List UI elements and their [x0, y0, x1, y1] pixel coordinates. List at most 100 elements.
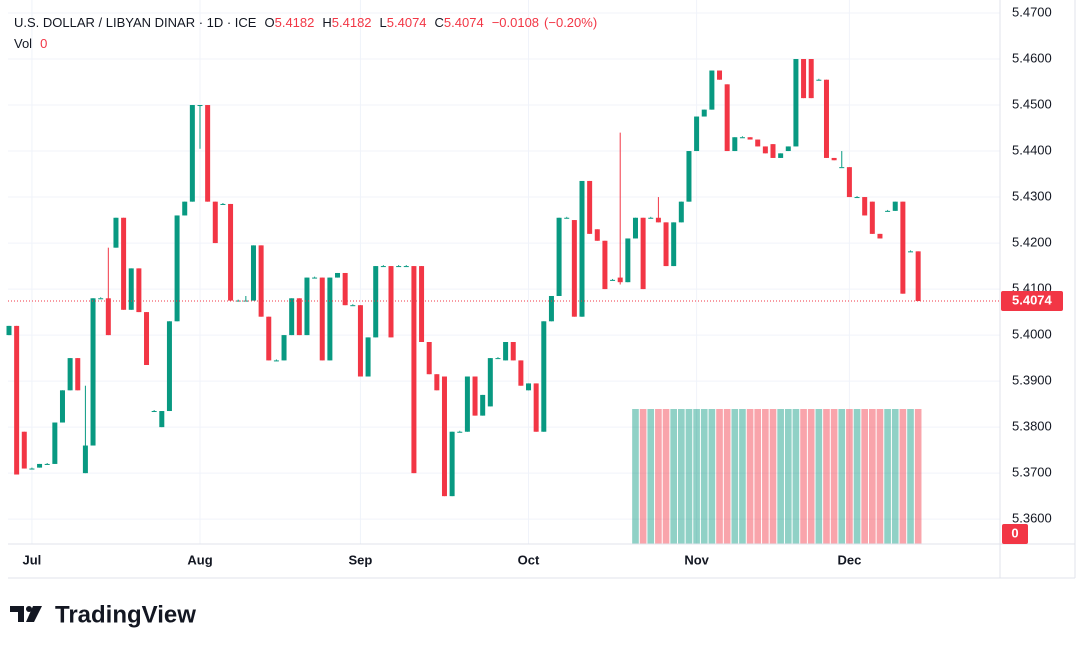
candle-body	[144, 312, 150, 366]
candle-body	[717, 70, 723, 80]
candle-body	[510, 341, 516, 361]
header: U.S. DOLLAR / LIBYAN DINAR · 1D · ICE O5.…	[14, 15, 597, 30]
candle-body	[98, 298, 104, 300]
candle-body	[747, 137, 753, 140]
candle-body	[327, 277, 333, 361]
volume-bar	[655, 409, 662, 544]
volume-bar	[731, 409, 739, 544]
volume-pane	[632, 409, 922, 544]
volume-bar	[639, 409, 647, 544]
candle-body	[732, 137, 738, 152]
volume-bar	[846, 409, 853, 544]
candle-body	[739, 137, 745, 139]
volume-bar	[716, 409, 723, 544]
volume-bar	[853, 409, 861, 544]
candle-body	[189, 105, 195, 202]
candle-body	[59, 390, 65, 423]
volume-value: 0	[40, 36, 47, 51]
brand-logo: TradingView	[10, 601, 196, 628]
candle-body	[793, 59, 799, 147]
candle-body	[594, 229, 600, 241]
volume-bar	[746, 409, 754, 544]
candle-body	[556, 217, 562, 296]
low-label: L	[380, 15, 387, 30]
candle-body	[778, 153, 784, 158]
y-tick-label: 5.4200	[1012, 235, 1052, 250]
volume-bar	[807, 409, 815, 544]
candle-body	[900, 201, 906, 294]
candle-body	[648, 217, 654, 219]
axes: 5.4700 5.4600 5.4500 5.4400 5.4300 5.4200 5.41…	[8, 4, 1063, 567]
candle-body	[770, 144, 776, 158]
candle-body	[487, 358, 493, 407]
volume-bar	[754, 409, 762, 544]
candle-body	[610, 279, 616, 281]
last-price-badge	[1001, 291, 1063, 312]
candle-body	[159, 411, 165, 428]
candle-body	[640, 217, 646, 290]
candle-body	[579, 180, 585, 317]
candle-body	[365, 337, 371, 377]
candle-body	[434, 374, 440, 391]
candle-body	[823, 79, 829, 158]
volume-bar	[685, 409, 693, 544]
candle-body	[166, 321, 172, 412]
volume-bar	[769, 409, 777, 544]
candle-body	[419, 266, 425, 342]
volume-bar	[792, 409, 800, 544]
candle-body	[877, 233, 883, 239]
candle-body	[862, 197, 868, 216]
y-tick-label: 5.3900	[1012, 373, 1052, 388]
candle-body	[319, 277, 325, 361]
candle-body	[678, 201, 684, 223]
candle-body	[564, 217, 570, 219]
change: −0.0108	[492, 15, 539, 30]
volume-bar	[784, 409, 792, 544]
volume-bar	[861, 409, 868, 544]
candle-body	[709, 70, 715, 110]
volume-bar	[678, 409, 685, 544]
y-tick-label: 5.4000	[1012, 327, 1052, 342]
candle-body	[205, 105, 211, 202]
candle-body	[548, 295, 554, 322]
candle-body	[197, 105, 203, 107]
candle-body	[281, 335, 287, 361]
candle-body	[908, 251, 914, 253]
candle-body	[472, 376, 478, 416]
candle-body	[304, 277, 310, 336]
volume-bar	[762, 409, 769, 544]
candle-body	[52, 422, 58, 464]
volume-bar	[869, 409, 876, 544]
candle-body	[335, 272, 341, 278]
candle-body	[915, 251, 921, 302]
candle-body	[113, 217, 119, 248]
candle-body	[785, 146, 791, 152]
candle-body	[136, 268, 142, 313]
x-tick-label: Sep	[349, 552, 373, 567]
volume-legend: Vol 0	[14, 36, 47, 51]
x-tick-label: Nov	[684, 552, 709, 567]
volume-bar	[632, 409, 639, 544]
candle-body	[892, 201, 898, 211]
volume-bar	[670, 409, 677, 544]
change-percent: (−0.20%)	[544, 15, 597, 30]
candle-body	[686, 151, 692, 202]
candle-body	[312, 277, 318, 279]
volume-bar	[884, 409, 891, 544]
volume-title: Vol	[14, 36, 32, 51]
candle-body	[839, 167, 845, 169]
logo-dot	[26, 606, 32, 612]
candle-body	[182, 201, 188, 216]
candle-body	[289, 298, 295, 336]
volume-bar	[708, 409, 716, 544]
candle-body	[220, 203, 226, 205]
candle-body	[357, 305, 363, 377]
x-tick-label: Aug	[187, 552, 212, 567]
candle-body	[373, 266, 379, 338]
candle-body	[518, 360, 524, 386]
candle-body	[526, 383, 532, 391]
candle-body	[411, 266, 417, 474]
x-tick-label: Oct	[518, 552, 540, 567]
high-value: 5.4182	[332, 15, 372, 30]
